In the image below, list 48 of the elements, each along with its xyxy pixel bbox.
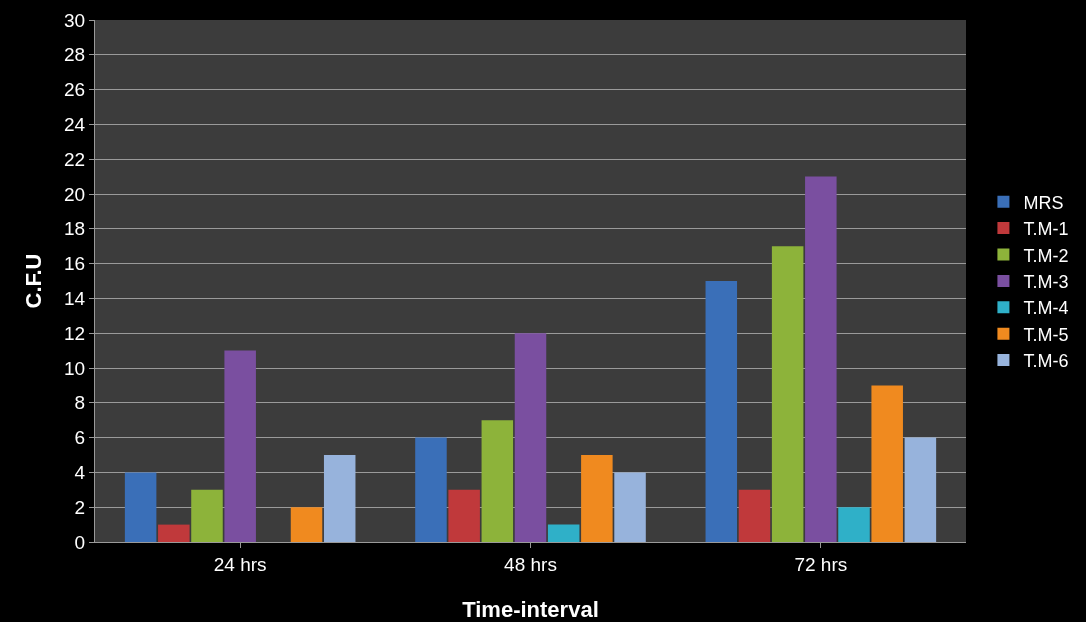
bar xyxy=(224,350,256,542)
bar xyxy=(614,472,646,542)
bar xyxy=(805,176,837,542)
y-tick-label: 2 xyxy=(74,496,86,518)
bar xyxy=(124,472,157,542)
bar xyxy=(705,281,738,542)
bar xyxy=(547,524,580,542)
y-tick-label: 4 xyxy=(74,462,86,484)
legend-label: T.M-6 xyxy=(1023,351,1069,372)
y-tick-label: 6 xyxy=(74,427,86,449)
y-tick-label: 30 xyxy=(64,9,86,31)
bar xyxy=(581,455,613,542)
bar xyxy=(158,524,190,542)
bar xyxy=(514,333,547,542)
y-tick-label: 22 xyxy=(64,148,86,170)
legend-label: T.M-1 xyxy=(1023,219,1069,240)
y-tick-label: 24 xyxy=(64,114,86,136)
x-tick-label: 48 hrs xyxy=(504,553,557,575)
y-tick-label: 28 xyxy=(64,44,86,66)
x-tick-label: 24 hrs xyxy=(213,553,267,575)
y-tick-label: 16 xyxy=(64,253,86,275)
bar xyxy=(871,385,903,542)
bar xyxy=(738,489,771,542)
legend-label: MRS xyxy=(1023,192,1064,213)
legend-label: T.M-2 xyxy=(1023,245,1069,266)
bar xyxy=(290,507,323,542)
y-tick-label: 10 xyxy=(64,357,86,379)
bar xyxy=(904,437,937,542)
bar xyxy=(323,455,356,542)
y-tick-label: 14 xyxy=(64,288,86,310)
bar xyxy=(771,246,804,542)
bar xyxy=(448,489,480,542)
y-tick-label: 26 xyxy=(64,79,86,101)
bar xyxy=(415,437,447,542)
y-axis-title: C.F.U xyxy=(21,253,46,309)
y-tick-label: 0 xyxy=(74,531,86,553)
bar xyxy=(838,507,870,542)
legend-label: T.M-3 xyxy=(1023,271,1069,292)
legend-label: T.M-5 xyxy=(1023,324,1069,345)
legend-label: T.M-4 xyxy=(1023,298,1069,319)
x-tick-label: 72 hrs xyxy=(794,553,848,575)
x-axis-title: Time-interval xyxy=(462,597,599,622)
y-tick-label: 20 xyxy=(64,183,86,205)
bar xyxy=(481,420,514,542)
y-tick-label: 8 xyxy=(74,392,86,414)
y-tick-label: 18 xyxy=(64,218,86,240)
y-tick-label: 12 xyxy=(64,322,86,344)
bar xyxy=(191,489,223,542)
